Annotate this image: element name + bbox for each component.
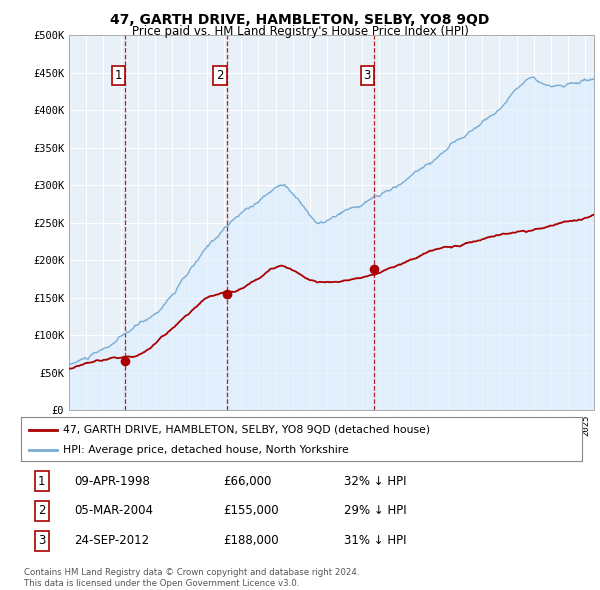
Text: Price paid vs. HM Land Registry's House Price Index (HPI): Price paid vs. HM Land Registry's House …	[131, 25, 469, 38]
Text: 3: 3	[364, 70, 371, 83]
Text: £155,000: £155,000	[223, 504, 278, 517]
Text: £188,000: £188,000	[223, 535, 278, 548]
Text: 09-APR-1998: 09-APR-1998	[74, 474, 150, 487]
Text: HPI: Average price, detached house, North Yorkshire: HPI: Average price, detached house, Nort…	[63, 445, 349, 455]
Text: 47, GARTH DRIVE, HAMBLETON, SELBY, YO8 9QD: 47, GARTH DRIVE, HAMBLETON, SELBY, YO8 9…	[110, 13, 490, 27]
Text: 31% ↓ HPI: 31% ↓ HPI	[344, 535, 406, 548]
Text: £66,000: £66,000	[223, 474, 271, 487]
Text: 47, GARTH DRIVE, HAMBLETON, SELBY, YO8 9QD (detached house): 47, GARTH DRIVE, HAMBLETON, SELBY, YO8 9…	[63, 425, 430, 434]
Text: 29% ↓ HPI: 29% ↓ HPI	[344, 504, 406, 517]
Text: This data is licensed under the Open Government Licence v3.0.: This data is licensed under the Open Gov…	[24, 579, 299, 588]
Text: 2: 2	[217, 70, 224, 83]
Text: 1: 1	[38, 474, 46, 487]
Text: 05-MAR-2004: 05-MAR-2004	[74, 504, 153, 517]
Text: Contains HM Land Registry data © Crown copyright and database right 2024.: Contains HM Land Registry data © Crown c…	[24, 568, 359, 576]
Text: 2: 2	[38, 504, 46, 517]
Text: 1: 1	[115, 70, 122, 83]
Text: 32% ↓ HPI: 32% ↓ HPI	[344, 474, 406, 487]
Text: 3: 3	[38, 535, 46, 548]
Text: 24-SEP-2012: 24-SEP-2012	[74, 535, 149, 548]
